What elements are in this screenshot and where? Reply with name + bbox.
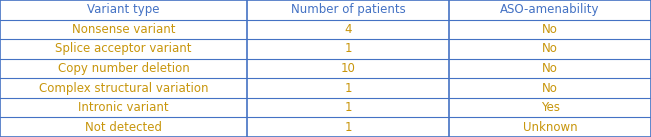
Text: Complex structural variation: Complex structural variation — [39, 82, 208, 95]
Text: ASO-amenability: ASO-amenability — [501, 3, 600, 16]
Text: 1: 1 — [344, 101, 352, 114]
Text: No: No — [542, 42, 558, 55]
Text: Intronic variant: Intronic variant — [78, 101, 169, 114]
Text: 1: 1 — [344, 82, 352, 95]
Text: Unknown: Unknown — [523, 121, 577, 134]
Text: Number of patients: Number of patients — [291, 3, 406, 16]
Text: 4: 4 — [344, 23, 352, 36]
Text: Yes: Yes — [540, 101, 560, 114]
Text: Copy number deletion: Copy number deletion — [58, 62, 189, 75]
Text: No: No — [542, 62, 558, 75]
Text: Nonsense variant: Nonsense variant — [72, 23, 175, 36]
Text: Splice acceptor variant: Splice acceptor variant — [55, 42, 192, 55]
Text: 10: 10 — [341, 62, 355, 75]
Text: 1: 1 — [344, 121, 352, 134]
Text: No: No — [542, 23, 558, 36]
Text: 1: 1 — [344, 42, 352, 55]
Text: No: No — [542, 82, 558, 95]
Text: Not detected: Not detected — [85, 121, 162, 134]
Text: Variant type: Variant type — [87, 3, 160, 16]
